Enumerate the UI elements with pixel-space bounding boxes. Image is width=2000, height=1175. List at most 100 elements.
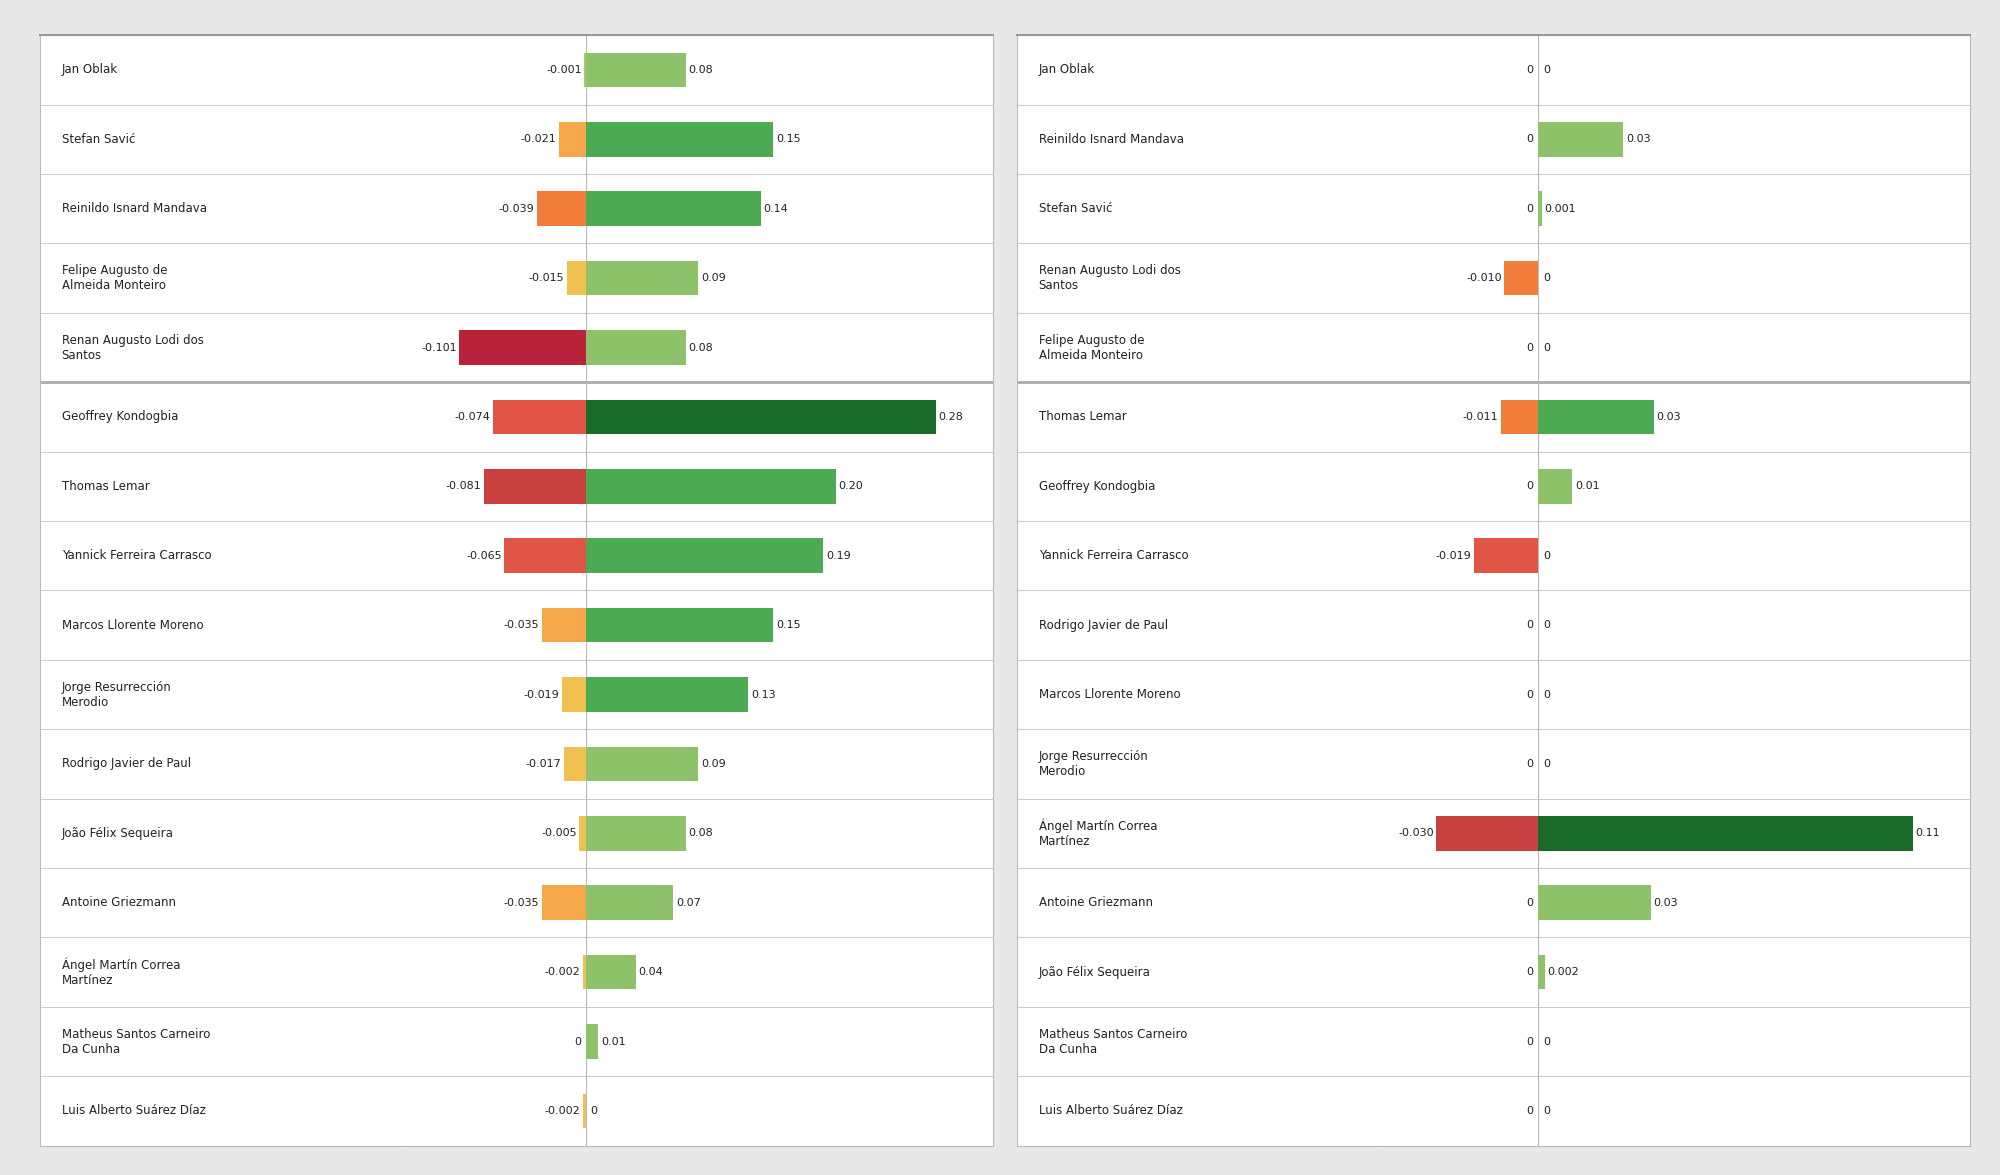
- Text: 0.04: 0.04: [638, 967, 664, 978]
- Bar: [586, 122, 774, 156]
- Bar: [586, 746, 698, 781]
- Text: 0: 0: [1544, 620, 1550, 630]
- Text: 0: 0: [1526, 343, 1534, 352]
- Text: 0: 0: [1544, 65, 1550, 75]
- Text: -0.035: -0.035: [504, 898, 540, 908]
- Text: -0.002: -0.002: [544, 967, 580, 978]
- Text: -0.015: -0.015: [528, 273, 564, 283]
- Bar: [560, 122, 586, 156]
- Bar: [1500, 400, 1538, 435]
- Text: Jorge Resurrección
Merodio: Jorge Resurrección Merodio: [1038, 750, 1148, 778]
- Bar: [564, 746, 586, 781]
- Text: 0.28: 0.28: [938, 412, 964, 422]
- Text: Geoffrey Kondogbia: Geoffrey Kondogbia: [62, 410, 178, 423]
- Text: 0: 0: [1544, 551, 1550, 560]
- Text: -0.101: -0.101: [420, 343, 456, 352]
- Text: -0.002: -0.002: [544, 1106, 580, 1116]
- Text: -0.035: -0.035: [504, 620, 540, 630]
- Text: Luis Alberto Suárez Díaz: Luis Alberto Suárez Díaz: [62, 1104, 206, 1117]
- Text: Stefan Savić: Stefan Savić: [62, 133, 136, 146]
- Text: 0.001: 0.001: [1544, 203, 1576, 214]
- Text: 0: 0: [1526, 690, 1534, 699]
- Text: -0.010: -0.010: [1466, 273, 1502, 283]
- Bar: [1474, 538, 1538, 573]
- Text: 0: 0: [1526, 898, 1534, 908]
- Text: 0: 0: [1544, 759, 1550, 768]
- Text: 0.01: 0.01: [1574, 482, 1600, 491]
- Bar: [1538, 469, 1572, 504]
- Text: -0.065: -0.065: [466, 551, 502, 560]
- Text: 0: 0: [1526, 967, 1534, 978]
- Text: Ángel Martín Correa
Martínez: Ángel Martín Correa Martínez: [1038, 819, 1158, 848]
- Bar: [1538, 886, 1650, 920]
- Bar: [1538, 815, 1912, 851]
- Text: 0.08: 0.08: [688, 65, 714, 75]
- Text: Reinildo Isnard Mandava: Reinildo Isnard Mandava: [62, 202, 206, 215]
- Bar: [586, 677, 748, 712]
- Text: 0.08: 0.08: [688, 828, 714, 838]
- Text: Thomas Lemar: Thomas Lemar: [1038, 410, 1126, 423]
- Bar: [566, 261, 586, 295]
- Text: -0.021: -0.021: [520, 134, 556, 145]
- Text: -0.017: -0.017: [526, 759, 562, 768]
- Text: 0: 0: [590, 1106, 598, 1116]
- Text: 0.13: 0.13: [752, 690, 776, 699]
- Bar: [586, 261, 698, 295]
- Text: 0: 0: [1526, 482, 1534, 491]
- Text: 0: 0: [1544, 1036, 1550, 1047]
- Text: 0: 0: [1526, 65, 1534, 75]
- Bar: [584, 955, 586, 989]
- Text: Felipe Augusto de
Almeida Monteiro: Felipe Augusto de Almeida Monteiro: [62, 264, 168, 293]
- Text: 0: 0: [1526, 620, 1534, 630]
- Text: Antoine Griezmann: Antoine Griezmann: [1038, 897, 1152, 909]
- Text: 0: 0: [574, 1036, 580, 1047]
- Text: Jan Oblak: Jan Oblak: [62, 63, 118, 76]
- Text: 0.14: 0.14: [764, 203, 788, 214]
- Text: 0: 0: [1526, 203, 1534, 214]
- Text: Yannick Ferreira Carrasco: Yannick Ferreira Carrasco: [1038, 549, 1188, 563]
- Text: Rodrigo Javier de Paul: Rodrigo Javier de Paul: [62, 758, 190, 771]
- Text: Antoine Griezmann: Antoine Griezmann: [62, 897, 176, 909]
- Text: -0.005: -0.005: [542, 828, 576, 838]
- Text: 0.002: 0.002: [1548, 967, 1580, 978]
- Text: Stefan Savić: Stefan Savić: [1038, 202, 1112, 215]
- Text: Jorge Resurrección
Merodio: Jorge Resurrección Merodio: [62, 680, 172, 709]
- Text: -0.039: -0.039: [498, 203, 534, 214]
- Bar: [580, 815, 586, 851]
- Text: 0.11: 0.11: [1916, 828, 1940, 838]
- Text: 0.09: 0.09: [702, 759, 726, 768]
- Text: 0: 0: [1544, 273, 1550, 283]
- Bar: [586, 955, 636, 989]
- Text: Renan Augusto Lodi dos
Santos: Renan Augusto Lodi dos Santos: [1038, 264, 1180, 293]
- Bar: [586, 330, 686, 365]
- Text: Rodrigo Javier de Paul: Rodrigo Javier de Paul: [1038, 618, 1168, 632]
- Text: 0: 0: [1526, 134, 1534, 145]
- Text: 0: 0: [1544, 343, 1550, 352]
- Text: -0.019: -0.019: [1436, 551, 1472, 560]
- Text: 0.03: 0.03: [1656, 412, 1682, 422]
- Bar: [584, 1094, 586, 1128]
- Text: 0.07: 0.07: [676, 898, 700, 908]
- Bar: [1436, 815, 1538, 851]
- Bar: [542, 886, 586, 920]
- Bar: [586, 607, 774, 643]
- Text: -0.081: -0.081: [446, 482, 482, 491]
- Text: Geoffrey Kondogbia: Geoffrey Kondogbia: [1038, 479, 1156, 492]
- Text: -0.074: -0.074: [454, 412, 490, 422]
- Bar: [586, 815, 686, 851]
- Text: Felipe Augusto de
Almeida Monteiro: Felipe Augusto de Almeida Monteiro: [1038, 334, 1144, 362]
- Text: Thomas Lemar: Thomas Lemar: [62, 479, 150, 492]
- Text: 0: 0: [1526, 759, 1534, 768]
- Text: João Félix Sequeira: João Félix Sequeira: [1038, 966, 1150, 979]
- Text: Jan Oblak: Jan Oblak: [1038, 63, 1094, 76]
- Text: 0.03: 0.03: [1654, 898, 1678, 908]
- Bar: [536, 192, 586, 226]
- Text: 0.15: 0.15: [776, 134, 800, 145]
- Text: 0.19: 0.19: [826, 551, 850, 560]
- Text: Ángel Martín Correa
Martínez: Ángel Martín Correa Martínez: [62, 958, 180, 987]
- Bar: [1538, 400, 1654, 435]
- Bar: [586, 53, 686, 87]
- Text: Luis Alberto Suárez Díaz: Luis Alberto Suárez Díaz: [1038, 1104, 1182, 1117]
- Text: 0: 0: [1544, 1106, 1550, 1116]
- Text: João Félix Sequeira: João Félix Sequeira: [62, 827, 174, 840]
